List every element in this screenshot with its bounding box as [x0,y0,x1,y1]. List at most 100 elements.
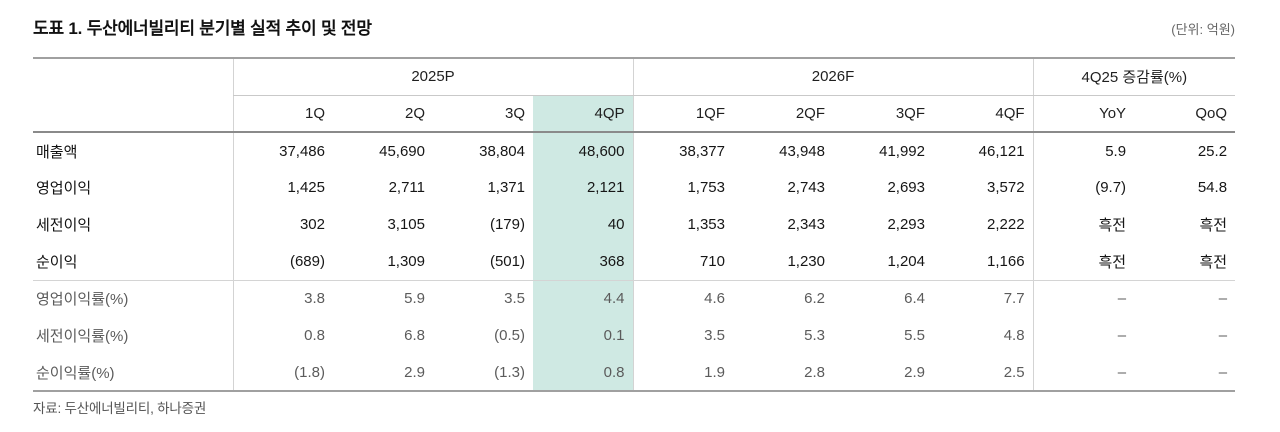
table-row-pretax-margin: 세전이익률(%) 0.8 6.8 (0.5) 0.1 3.5 5.3 5.5 4… [33,317,1235,354]
col-header-3qf: 3QF [833,95,933,133]
cell: 1,753 [632,169,733,206]
cell: 5.3 [804,327,825,344]
cell: 흑전 [1032,206,1135,243]
row-label: 매출액 [36,143,78,161]
cell: 3.8 [232,280,333,317]
table-row-operating-margin: 영업이익률(%) 3.8 5.9 3.5 4.4 4.6 6.2 6.4 7.7… [33,280,1235,317]
cell: 1,425 [232,169,333,206]
cell: 54.8 [1197,179,1228,196]
col-group-2025p: 2025P [232,58,633,96]
cell: 2,711 [388,179,425,196]
table-row-net-margin: 순이익률(%) (1.8) 2.9 (1.3) 0.8 1.9 2.8 2.9 … [33,354,1235,391]
cell: 1,353 [632,206,733,243]
cell: (501) [433,243,533,281]
col-header-yoy: YoY [1032,95,1135,133]
cell-highlighted: 4.4 [533,280,633,317]
cell: 1,204 [833,243,933,281]
figure-header: 도표 1. 두산에너빌리티 분기별 실적 추이 및 전망 (단위: 억원) [33,14,1235,39]
figure-title: 도표 1. 두산에너빌리티 분기별 실적 추이 및 전망 [33,19,372,38]
cell-highlighted: 48,600 [533,132,633,169]
row-label: 세전이익 [36,217,92,234]
cell: 흑전 [1134,243,1236,281]
cell-highlighted: 0.1 [533,317,633,354]
cell: 2.8 [804,363,825,381]
quarterly-results-table: 2025P 2026F 4Q25 증감률(%) 1Q 2Q 3Q 4QP 1QF… [33,57,1236,392]
cell: 1,371 [487,179,525,196]
cell: 6.8 [404,327,425,344]
col-header-2q: 2Q [333,95,433,133]
cell: 6.2 [804,290,825,308]
cell: 4.6 [632,280,733,317]
cell: 2.9 [904,363,925,381]
cell: 2.5 [1003,363,1025,381]
table-row-revenue: 매출액 37,486 45,690 38,804 48,600 38,377 4… [33,132,1235,169]
cell: 1,309 [333,243,433,281]
cell: 38,377 [632,132,733,169]
row-label: 세전이익률(%) [36,328,129,345]
col-group-4q25-change: 4Q25 증감률(%) [1032,58,1236,96]
cell: 25.2 [1197,142,1228,160]
col-header-1q: 1Q [232,95,333,133]
table-row-net-profit: 순이익 (689) 1,309 (501) 368 710 1,230 1,20… [33,243,1236,281]
cell: 38,804 [479,142,525,160]
cell: (179) [489,216,525,233]
col-header-4qp: 4QP [533,95,633,133]
cell: 1.9 [632,354,733,391]
cell: 2.9 [404,363,425,381]
cell: – [1032,280,1135,317]
cell: 2,222 [987,216,1025,233]
source-note: 자료: 두산에너빌리티, 하나증권 [33,401,207,416]
row-label: 순이익률(%) [36,364,115,382]
cell: 4.8 [1003,327,1025,344]
cell: 1,230 [733,243,833,281]
row-label: 순이익 [33,243,233,281]
cell: 41,992 [879,142,925,160]
cell: 5.5 [904,327,925,344]
cell: 흑전 [1199,217,1228,234]
col-group-2026f: 2026F [632,58,1034,96]
cell: – [1218,327,1228,344]
cell: 45,690 [379,142,425,160]
table-row-pretax-profit: 세전이익 302 3,105 (179) 40 1,353 2,343 2,29… [33,206,1235,243]
cell: (1.8) [232,354,333,391]
corner-cell [33,58,233,133]
col-header-4qf: 4QF [933,95,1034,133]
cell: 710 [632,243,733,281]
cell: 2,693 [887,179,925,196]
cell: 46,121 [978,142,1025,160]
cell: 5.9 [1032,132,1135,169]
cell: – [1218,290,1228,308]
group-header-row: 2025P 2026F 4Q25 증감률(%) [33,58,1236,133]
cell: 2,343 [787,216,825,233]
cell: (9.7) [1032,169,1135,206]
cell-highlighted: 368 [533,243,633,281]
cell-highlighted: 2,121 [533,169,633,206]
row-label: 영업이익 [36,180,92,197]
cell: 3.5 [504,290,525,308]
cell: 2,743 [787,179,825,196]
cell: – [1032,354,1135,391]
cell: 3,105 [387,216,425,233]
cell: 0.8 [232,317,333,354]
cell: 302 [232,206,333,243]
col-header-1qf: 1QF [632,95,733,133]
cell: (0.5) [494,327,525,344]
cell: (689) [232,243,333,281]
cell: – [1218,363,1228,381]
col-header-qoq: QoQ [1134,95,1236,133]
cell-highlighted: 0.8 [533,354,633,391]
cell: 7.7 [1003,290,1025,308]
cell: 3,572 [987,179,1025,196]
cell: 1,166 [933,243,1034,281]
cell: 43,948 [779,142,825,160]
cell: 6.4 [904,290,925,308]
unit-note: (단위: 억원) [1171,22,1235,37]
cell: 37,486 [232,132,333,169]
col-header-3q: 3Q [433,95,533,133]
cell: 5.9 [404,290,425,308]
cell: (1.3) [494,363,525,381]
cell: 흑전 [1032,243,1135,281]
col-header-2qf: 2QF [733,95,833,133]
cell: 2,293 [887,216,925,233]
